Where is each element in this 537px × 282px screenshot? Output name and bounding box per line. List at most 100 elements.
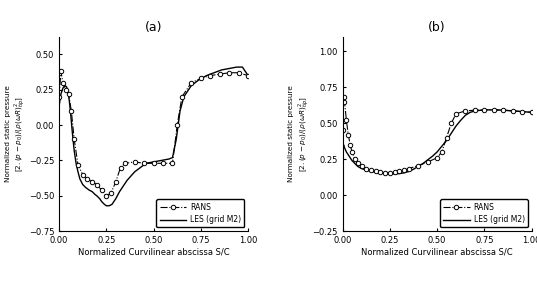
LES (grid M2) bbox=[363, 168, 369, 172]
LES (grid M2) bbox=[124, 179, 130, 182]
LES (grid M2) bbox=[79, 183, 86, 186]
LES (grid M2) bbox=[434, 150, 440, 154]
LES (grid M2) bbox=[188, 84, 194, 87]
LES (grid M2) bbox=[195, 78, 202, 81]
RANS bbox=[342, 100, 348, 103]
LES (grid M2) bbox=[117, 190, 123, 193]
LES (grid M2) bbox=[106, 204, 112, 208]
RANS bbox=[60, 81, 66, 84]
LES (grid M2) bbox=[63, 85, 70, 89]
RANS bbox=[160, 162, 166, 165]
LES (grid M2) bbox=[342, 146, 348, 149]
LES (grid M2) bbox=[158, 159, 164, 162]
LES (grid M2) bbox=[67, 109, 74, 113]
RANS bbox=[415, 164, 422, 167]
LES (grid M2) bbox=[143, 162, 149, 165]
RANS bbox=[108, 191, 114, 195]
LES (grid M2) bbox=[58, 92, 64, 96]
RANS bbox=[226, 71, 233, 74]
RANS bbox=[439, 150, 445, 154]
LES (grid M2) bbox=[93, 194, 100, 198]
RANS bbox=[174, 124, 180, 127]
LES (grid M2) bbox=[429, 155, 436, 158]
RANS bbox=[62, 88, 69, 91]
LES (grid M2) bbox=[528, 111, 535, 114]
LES (grid M2) bbox=[439, 144, 445, 148]
LES (grid M2) bbox=[391, 172, 398, 176]
LES (grid M2) bbox=[56, 105, 62, 108]
LES (grid M2) bbox=[82, 186, 89, 189]
LES (grid M2) bbox=[177, 109, 183, 113]
RANS bbox=[58, 70, 64, 73]
LES (grid M2) bbox=[226, 67, 233, 70]
LES (grid M2) bbox=[120, 184, 127, 188]
RANS bbox=[510, 109, 516, 113]
LES (grid M2) bbox=[410, 168, 417, 171]
LES (grid M2) bbox=[101, 203, 107, 206]
LES (grid M2) bbox=[204, 74, 210, 77]
RANS bbox=[113, 180, 119, 183]
Line: RANS: RANS bbox=[57, 69, 250, 198]
LES (grid M2) bbox=[420, 162, 426, 165]
LES (grid M2) bbox=[128, 174, 134, 178]
LES (grid M2) bbox=[343, 150, 350, 154]
LES (grid M2) bbox=[137, 166, 143, 169]
RANS bbox=[448, 122, 454, 125]
LES (grid M2) bbox=[491, 108, 497, 112]
RANS bbox=[424, 160, 431, 164]
RANS bbox=[434, 156, 440, 159]
LES (grid M2) bbox=[239, 65, 245, 69]
LES (grid M2) bbox=[339, 150, 346, 154]
RANS bbox=[198, 77, 204, 80]
RANS bbox=[382, 171, 388, 175]
RANS bbox=[141, 162, 147, 165]
LES (grid M2) bbox=[368, 170, 374, 173]
RANS bbox=[103, 194, 110, 198]
LES (grid M2) bbox=[396, 172, 403, 175]
RANS bbox=[401, 168, 407, 172]
X-axis label: Normalized Curvilinear abscissa S/C: Normalized Curvilinear abscissa S/C bbox=[361, 248, 513, 257]
LES (grid M2) bbox=[500, 109, 506, 112]
LES (grid M2) bbox=[109, 203, 115, 206]
Line: LES (grid M2): LES (grid M2) bbox=[59, 67, 248, 206]
LES (grid M2) bbox=[448, 131, 454, 135]
X-axis label: Normalized Curvilinear abscissa S/C: Normalized Curvilinear abscissa S/C bbox=[78, 248, 229, 257]
RANS bbox=[391, 170, 398, 174]
LES (grid M2) bbox=[86, 188, 92, 192]
LES (grid M2) bbox=[69, 131, 76, 134]
LES (grid M2) bbox=[75, 170, 81, 173]
RANS bbox=[98, 188, 105, 192]
LES (grid M2) bbox=[66, 92, 72, 96]
LES (grid M2) bbox=[245, 74, 251, 77]
RANS bbox=[75, 163, 81, 166]
RANS bbox=[56, 95, 62, 98]
LES (grid M2) bbox=[401, 171, 407, 175]
LES (grid M2) bbox=[358, 167, 365, 170]
LES (grid M2) bbox=[347, 156, 353, 159]
RANS bbox=[363, 168, 369, 171]
LES (grid M2) bbox=[211, 71, 217, 74]
RANS bbox=[235, 71, 242, 74]
LES (grid M2) bbox=[453, 124, 459, 128]
LES (grid M2) bbox=[377, 171, 383, 175]
Legend: RANS, LES (grid M2): RANS, LES (grid M2) bbox=[440, 199, 528, 227]
LES (grid M2) bbox=[471, 109, 478, 113]
RANS bbox=[150, 162, 157, 165]
RANS bbox=[345, 133, 352, 136]
RANS bbox=[373, 170, 379, 173]
Title: (a): (a) bbox=[145, 21, 162, 34]
RANS bbox=[117, 166, 124, 169]
LES (grid M2) bbox=[132, 170, 138, 173]
LES (grid M2) bbox=[458, 118, 464, 122]
RANS bbox=[179, 95, 185, 98]
LES (grid M2) bbox=[103, 204, 110, 208]
Y-axis label: Normalized static pressure
$[2.(p-p_0)/(\rho(\omega R)^2_{tip}]$: Normalized static pressure $[2.(p-p_0)/(… bbox=[4, 85, 27, 182]
LES (grid M2) bbox=[180, 95, 187, 98]
LES (grid M2) bbox=[169, 156, 176, 159]
RANS bbox=[188, 81, 194, 84]
LES (grid M2) bbox=[97, 197, 103, 201]
LES (grid M2) bbox=[234, 65, 240, 69]
RANS bbox=[132, 160, 138, 164]
RANS bbox=[93, 183, 100, 186]
LES (grid M2) bbox=[481, 108, 488, 112]
